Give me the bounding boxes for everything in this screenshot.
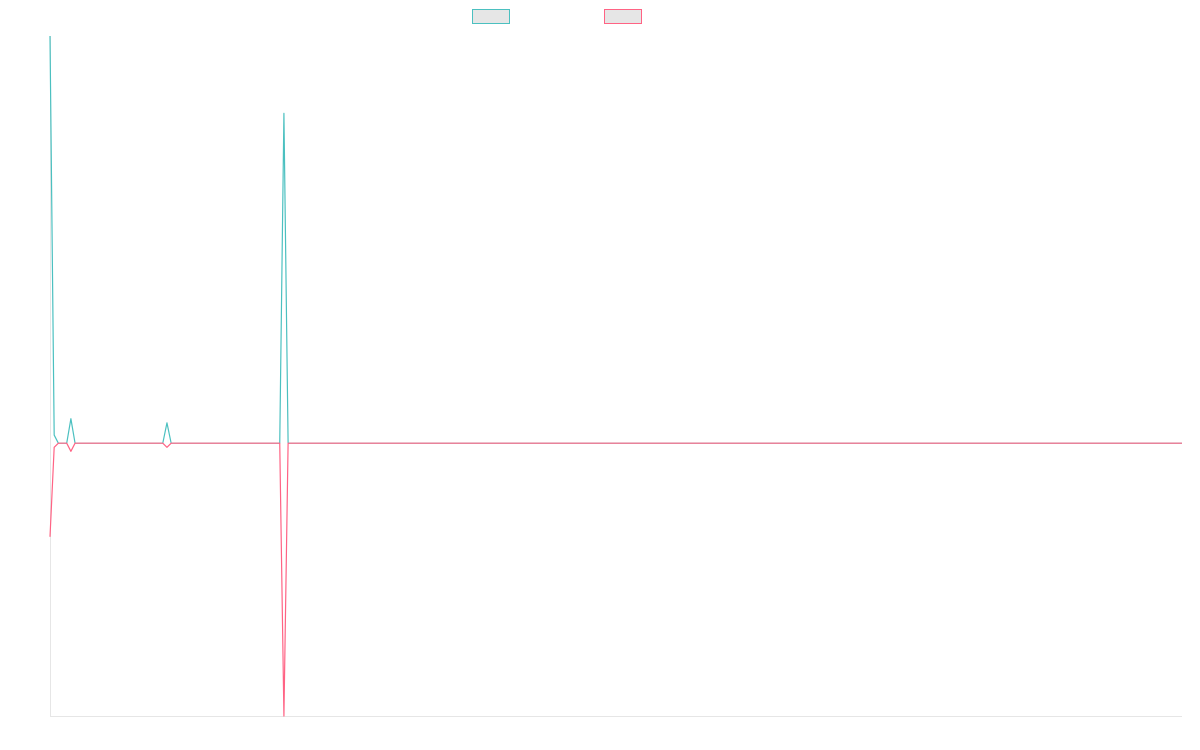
series-line-1 bbox=[49, 35, 1182, 444]
series-layer bbox=[49, 35, 1182, 717]
legend-swatch-2[interactable] bbox=[604, 9, 642, 24]
series-line-2 bbox=[49, 442, 1182, 717]
legend-swatch-1[interactable] bbox=[472, 9, 510, 24]
